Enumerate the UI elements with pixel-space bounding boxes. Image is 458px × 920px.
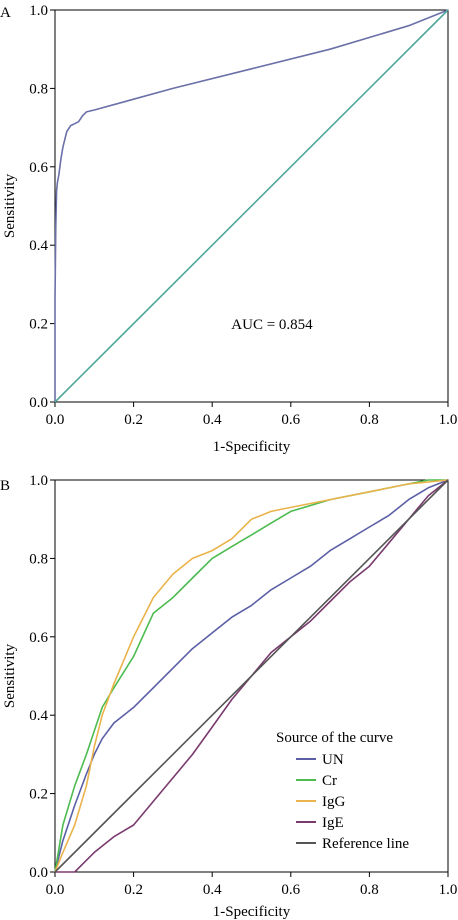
- x-tick-label: 1.0: [439, 412, 458, 428]
- legend: Source of the curve UN Cr IgG IgE Reference …: [276, 730, 409, 852]
- auc-annotation: AUC = 0.854: [231, 317, 313, 333]
- y-tick-label: 0.0: [29, 395, 48, 411]
- x-tick-label: 0.2: [124, 412, 143, 428]
- roc-lines-a: [54, 9, 449, 403]
- x-tick-label: 0.0: [46, 412, 65, 428]
- legend-entry: Reference line: [322, 836, 409, 852]
- x-tick-label: 0.2: [124, 882, 143, 898]
- legend-title: Source of the curve: [276, 730, 393, 746]
- y-tick-label: 0.6: [29, 160, 48, 176]
- panel-label-a: A: [0, 5, 11, 21]
- x-tick-label: 0.0: [46, 882, 65, 898]
- x-tick-label: 0.6: [281, 412, 300, 428]
- plot-frame-a: [54, 9, 449, 403]
- y-tick-label: 0.0: [29, 865, 48, 881]
- x-tick-label: 1.0: [439, 882, 458, 898]
- x-tick-label: 0.8: [360, 412, 379, 428]
- legend-entry: IgE: [322, 815, 344, 831]
- y-axis-label-b: Sensitivity: [2, 643, 18, 708]
- roc-panel-b: B 0.0 0.2 0.4 0.6 0.8 1.0 0.00.20.40.60.81.0 …: [0, 473, 457, 920]
- roc-panel-a: A 0.0 0.2 0.4 0.6 0.8 1.0 0.00.20.40.60.81.0 …: [0, 3, 457, 455]
- y-tick-label: 1.0: [29, 473, 48, 489]
- y-axis-label-a: Sensitivity: [2, 173, 18, 238]
- x-tick-label: 0.4: [203, 412, 222, 428]
- roc-curve-un: [54, 479, 449, 873]
- roc-curve-igg: [54, 479, 449, 873]
- x-axis-ticks-a: 0.0 0.2 0.4 0.6 0.8 1.0: [46, 402, 458, 428]
- y-tick-label: 0.2: [29, 787, 48, 803]
- roc-curve-series-1: [54, 9, 449, 403]
- x-tick-label: 0.4: [203, 882, 222, 898]
- legend-entry: UN: [322, 752, 344, 768]
- roc-lines-b: [54, 479, 449, 873]
- panel-label-b: B: [0, 478, 10, 494]
- x-tick-label: 0.6: [281, 882, 300, 898]
- legend-entry: IgG: [322, 794, 345, 810]
- y-tick-label: 0.4: [29, 238, 48, 254]
- y-tick-label: 0.8: [29, 81, 48, 97]
- x-tick-label: 0.8: [360, 882, 379, 898]
- x-axis-ticks-b: 0.0 0.2 0.4 0.6 0.8 1.0: [46, 872, 458, 898]
- y-axis-ticks-b: 0.0 0.2 0.4 0.6 0.8 1.0: [29, 473, 55, 881]
- y-tick-label: 0.4: [29, 708, 48, 724]
- y-tick-label: 1.0: [29, 3, 48, 19]
- plot-frame-b: [54, 479, 449, 873]
- x-axis-label-a: 1-Specificity: [213, 439, 291, 455]
- x-axis-label-b: 1-Specificity: [213, 904, 291, 920]
- roc-curve-reference-line: [54, 479, 449, 873]
- y-tick-label: 0.8: [29, 551, 48, 567]
- y-axis-ticks-a: 0.0 0.2 0.4 0.6 0.8 1.0: [29, 3, 55, 411]
- y-tick-label: 0.2: [29, 317, 48, 333]
- roc-curve-series-0: [54, 9, 449, 402]
- y-tick-label: 0.6: [29, 630, 48, 646]
- legend-entry: Cr: [322, 773, 337, 789]
- roc-curve-ige: [55, 479, 449, 873]
